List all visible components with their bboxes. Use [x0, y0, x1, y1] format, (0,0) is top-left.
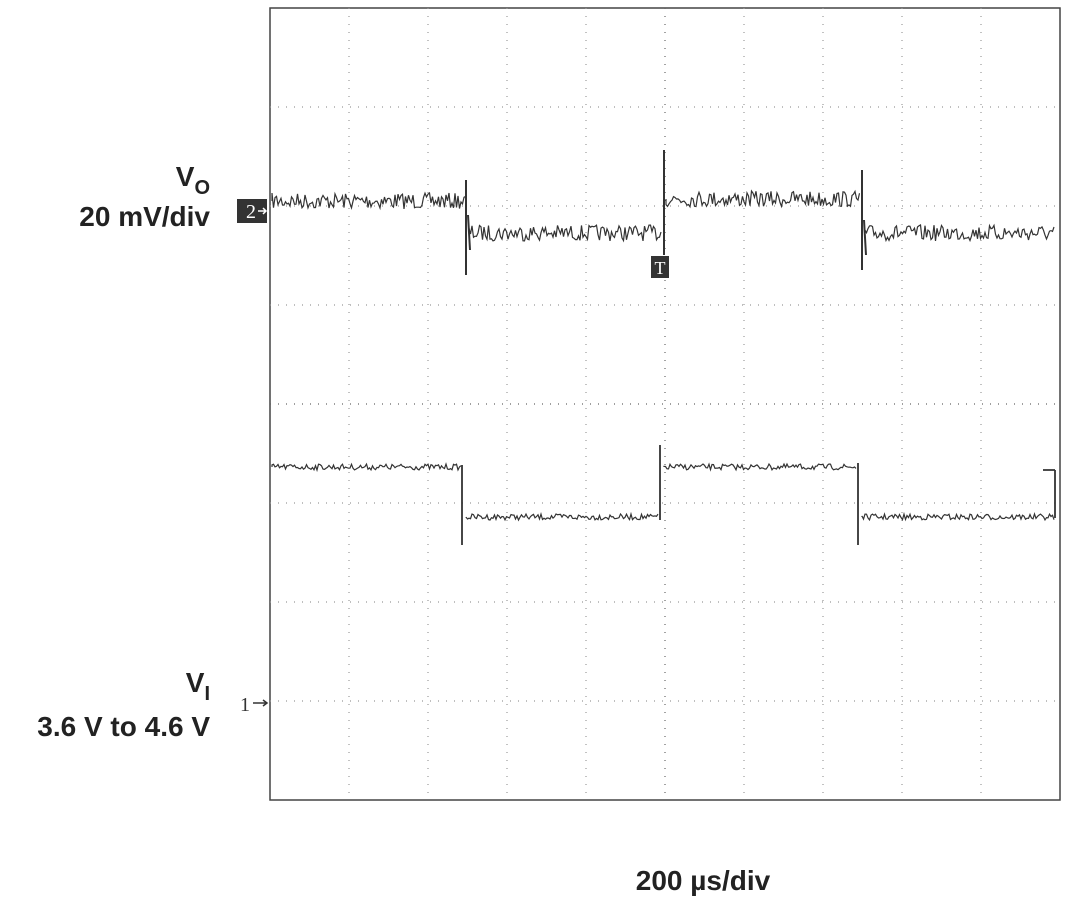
screen-frame: [269, 7, 1061, 801]
waveform: [271, 189, 1055, 243]
ch1-marker: 1: [240, 694, 250, 716]
waveforms: [271, 150, 1056, 545]
vi-label: VI: [186, 667, 210, 705]
vo-scale: 20 mV/div: [79, 201, 210, 232]
waveform: [271, 462, 1055, 522]
ch2-marker: 2: [246, 201, 256, 223]
time-scale: 200 µs/div: [636, 865, 771, 896]
ch2-arrow: [258, 207, 268, 215]
vo-label: VO: [176, 161, 210, 199]
edge: [461, 445, 1056, 545]
edge: [465, 150, 867, 275]
trigger-box: [651, 256, 669, 278]
ch1-arrow: [253, 699, 269, 707]
vi-range: 3.6 V to 4.6 V: [37, 711, 210, 742]
trigger-marker: T: [655, 258, 666, 278]
